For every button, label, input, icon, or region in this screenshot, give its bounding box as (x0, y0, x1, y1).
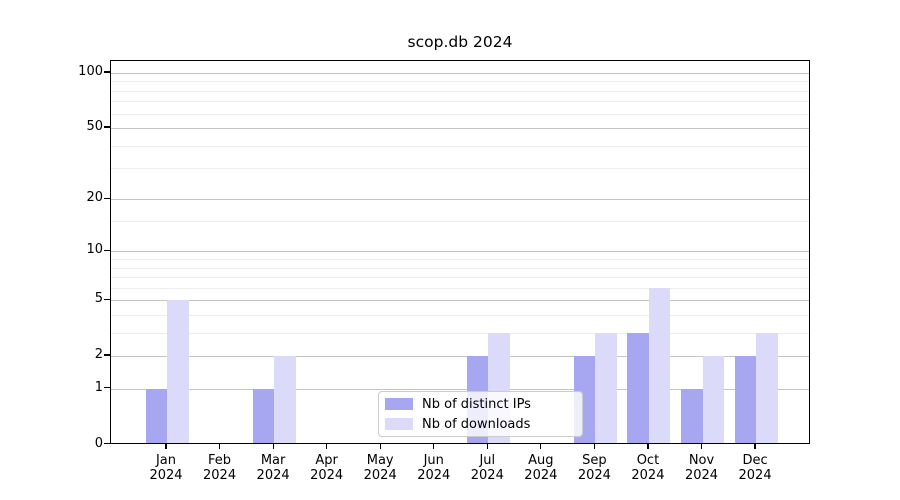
x-tick-label: Mar 2024 (256, 452, 290, 484)
y-tick-label: 0 (94, 435, 103, 451)
x-tick (593, 444, 595, 449)
x-tick (272, 444, 274, 449)
minor-gridline (111, 90, 809, 92)
x-tick-label: Feb 2024 (203, 452, 237, 484)
minor-gridline (111, 314, 809, 316)
y-tick (104, 249, 110, 252)
bar-nb-of-distinct-ips-jan (145, 388, 167, 443)
x-tick (379, 444, 381, 449)
minor-gridline (111, 81, 809, 83)
x-tick-label: Apr 2024 (310, 452, 344, 484)
y-tick (104, 197, 110, 199)
y-tick (104, 387, 110, 389)
y-tick-label: 1 (94, 379, 103, 395)
y-tick (104, 71, 110, 73)
major-gridline (111, 199, 809, 201)
legend-label-downloads: Nb of downloads (422, 416, 531, 432)
major-gridline (111, 127, 809, 129)
minor-gridline (111, 259, 809, 261)
bar-nb-of-downloads-sep (595, 332, 617, 443)
y-tick-label: 20 (86, 190, 103, 206)
y-tick-label: 50 (86, 118, 103, 134)
x-tick-label: Nov 2024 (684, 452, 719, 484)
y-tick-label: 5 (94, 291, 103, 307)
x-tick (700, 444, 703, 449)
bar-nb-of-distinct-ips-dec (734, 356, 757, 443)
minor-gridline (111, 267, 809, 269)
legend-label-distinct-ips: Nb of distinct IPs (422, 396, 531, 412)
x-tick (754, 444, 756, 449)
bar-nb-of-downloads-dec (756, 332, 778, 443)
y-tick (104, 442, 110, 445)
bar-nb-of-distinct-ips-mar (252, 388, 275, 443)
legend-item-downloads: Nb of downloads (385, 417, 582, 432)
legend-swatch-distinct-ips (385, 398, 413, 410)
x-tick (165, 444, 167, 449)
bar-nb-of-downloads-mar (274, 356, 296, 443)
x-tick (647, 444, 649, 449)
plot-area (110, 59, 810, 444)
major-gridline (111, 388, 809, 390)
x-tick (540, 444, 542, 449)
bar-nb-of-distinct-ips-oct (627, 332, 649, 443)
major-gridline (111, 356, 809, 358)
x-tick (218, 444, 221, 449)
y-tick (104, 354, 110, 356)
y-tick-label: 100 (78, 63, 103, 79)
y-tick-label: 10 (86, 242, 103, 258)
minor-gridline (111, 168, 809, 170)
major-gridline (111, 251, 809, 253)
minor-gridline (111, 332, 809, 334)
legend: Nb of distinct IPs Nb of downloads (378, 391, 583, 437)
x-tick-label: Aug 2024 (524, 452, 558, 484)
chart-title: scop.db 2024 (407, 33, 513, 51)
x-tick-label: Dec 2024 (738, 452, 772, 484)
minor-gridline (111, 145, 809, 147)
bar-nb-of-downloads-nov (702, 356, 724, 443)
x-tick-label: Jan 2024 (149, 452, 183, 484)
minor-gridline (111, 221, 809, 223)
bar-nb-of-downloads-oct (648, 287, 671, 443)
major-gridline (111, 72, 809, 74)
x-tick-label: Sep 2024 (577, 452, 611, 484)
x-tick-label: Jul 2024 (470, 452, 504, 484)
minor-gridline (111, 113, 809, 115)
y-tick (104, 298, 110, 300)
x-tick (326, 444, 328, 449)
minor-gridline (111, 287, 809, 289)
major-gridline (111, 300, 809, 302)
x-tick-label: Oct 2024 (631, 452, 665, 484)
bar-nb-of-downloads-jan (167, 300, 189, 443)
minor-gridline (111, 277, 809, 279)
bar-nb-of-distinct-ips-nov (681, 388, 703, 443)
x-tick (486, 444, 488, 449)
x-tick-label: Jun 2024 (417, 452, 451, 484)
x-tick (433, 444, 435, 449)
x-tick-label: May 2024 (363, 452, 397, 484)
y-tick-label: 2 (94, 347, 103, 363)
y-tick (104, 126, 110, 128)
minor-gridline (111, 101, 809, 103)
legend-swatch-downloads (385, 418, 413, 430)
legend-item-distinct-ips: Nb of distinct IPs (385, 397, 582, 412)
